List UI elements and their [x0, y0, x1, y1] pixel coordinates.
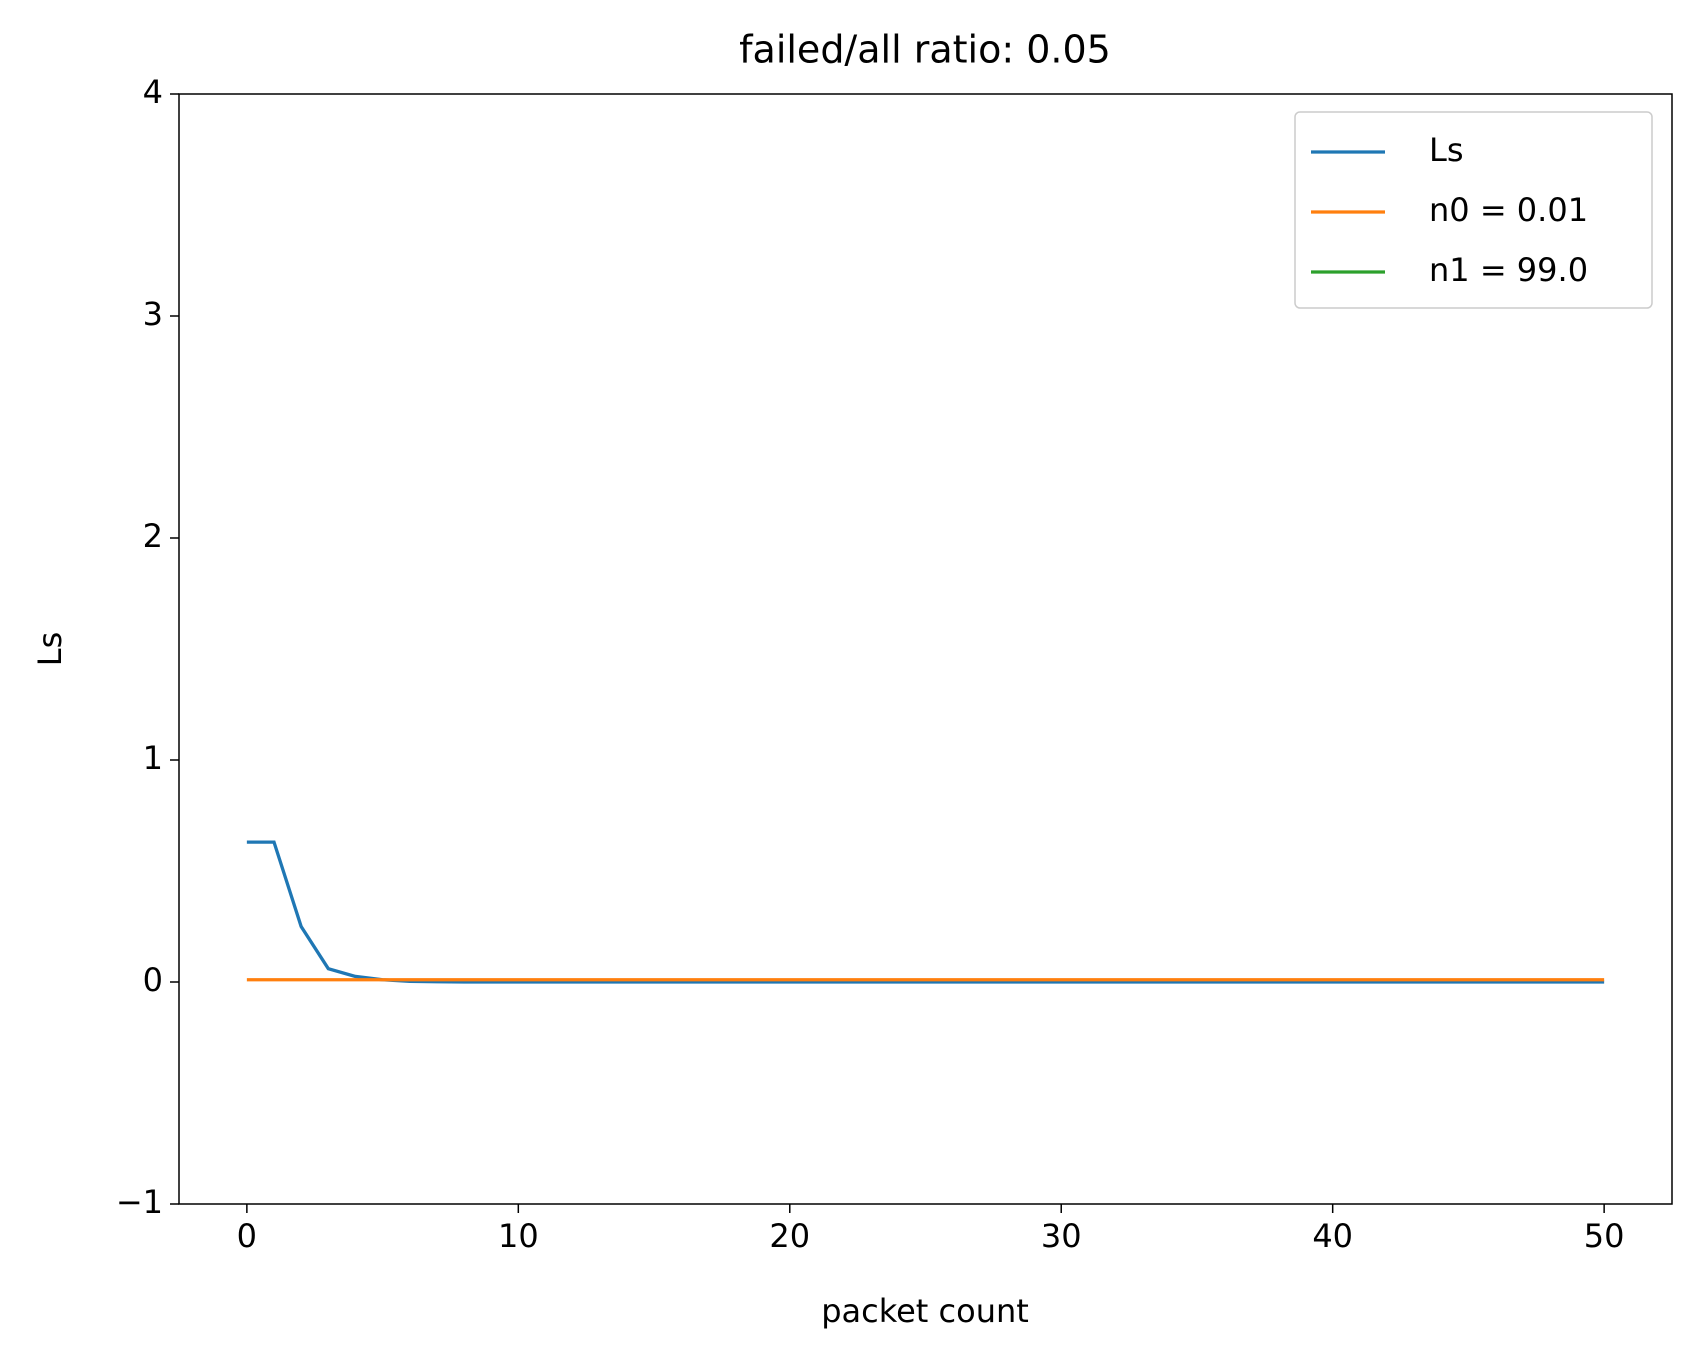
x-tick-label: 50 [1584, 1217, 1625, 1255]
legend-box [1294, 111, 1653, 309]
axes-frame [178, 93, 1673, 1205]
y-axis-label: Ls [31, 632, 69, 667]
legend-label: n1 = 99.0 [1429, 251, 1588, 289]
y-tick-label: −1 [116, 1183, 163, 1221]
y-tick-label: 3 [143, 295, 163, 333]
x-tick-label: 0 [237, 1217, 257, 1255]
y-tick-label: 1 [143, 739, 163, 777]
line-series [246, 840, 1605, 984]
y-tick-label: 0 [143, 961, 163, 999]
chart-title: failed/all ratio: 0.05 [739, 28, 1111, 72]
plot-area [246, 840, 1605, 984]
x-axis-label: packet count [821, 1292, 1029, 1330]
x-tick-label: 30 [1041, 1217, 1082, 1255]
y-tick-label: 4 [143, 73, 163, 111]
legend-label: Ls [1429, 131, 1464, 169]
y-tick-label: 2 [143, 517, 163, 555]
legend-label: n0 = 0.01 [1429, 191, 1588, 229]
x-tick-label: 40 [1312, 1217, 1353, 1255]
x-tick-label: 20 [769, 1217, 810, 1255]
x-tick-label: 10 [498, 1217, 539, 1255]
